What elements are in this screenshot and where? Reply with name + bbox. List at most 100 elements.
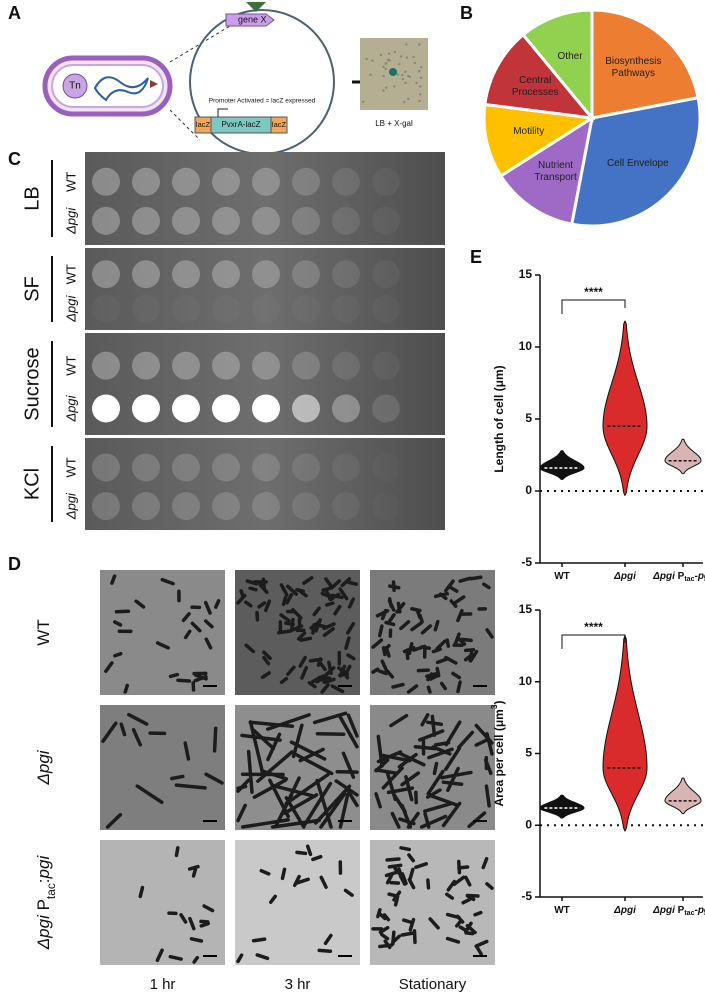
bacterium — [456, 608, 464, 623]
bacterium — [341, 751, 356, 779]
bacterium — [420, 624, 433, 635]
bacterium — [286, 665, 296, 676]
pie-label: Cell Envelope — [606, 157, 669, 169]
spot — [252, 167, 280, 196]
bacterium — [236, 593, 247, 605]
colony — [418, 70, 421, 73]
bacterium — [374, 758, 390, 773]
bacterium — [320, 682, 330, 694]
plate-photo — [85, 152, 445, 245]
bacterium — [319, 791, 347, 829]
spot — [132, 206, 160, 235]
bacterium — [408, 867, 415, 881]
bacterium — [270, 818, 321, 829]
medium-label: SF — [21, 276, 43, 302]
colony — [418, 99, 421, 103]
construct-label: PvxrA-lacZ — [221, 120, 260, 129]
bacterium — [483, 758, 493, 776]
bacterium — [330, 684, 345, 694]
y-axis-title-part: 3 — [489, 704, 499, 709]
bacterium — [280, 867, 287, 881]
colony — [396, 73, 399, 76]
bacterium — [298, 655, 307, 668]
bacterium — [285, 584, 299, 596]
bacterium — [322, 622, 336, 631]
colony — [365, 57, 368, 61]
bacterium — [460, 637, 473, 643]
bacterium — [322, 627, 335, 638]
bacterium — [402, 645, 416, 654]
bacterium — [380, 659, 389, 673]
bacterium — [236, 778, 251, 793]
bacterium — [181, 612, 191, 623]
violin — [664, 777, 702, 815]
colony — [408, 75, 412, 79]
row-label-part: tac — [44, 883, 58, 899]
bacterium — [405, 650, 410, 661]
bacterium — [381, 766, 404, 790]
panel-letter: D — [8, 554, 21, 574]
bacterium — [252, 778, 288, 799]
bacterium — [299, 636, 313, 642]
spot — [92, 351, 120, 380]
row-label: Δpgi — [34, 749, 53, 785]
strain-label: WT — [63, 172, 78, 192]
colony — [384, 62, 387, 65]
pie-slice — [570, 96, 702, 228]
bacterium — [264, 599, 272, 613]
bacterium — [408, 917, 416, 932]
bacterium — [248, 720, 265, 776]
pie-label: Other — [557, 51, 583, 63]
spot — [92, 492, 120, 521]
bacterium — [371, 667, 380, 674]
bacterium — [392, 890, 402, 902]
micrograph — [235, 705, 360, 830]
bacterium — [260, 671, 271, 680]
colony — [419, 85, 422, 88]
bacterium — [262, 650, 272, 661]
bacterium — [340, 577, 352, 588]
spot — [372, 394, 400, 423]
bacterium — [444, 720, 462, 747]
colony — [361, 100, 365, 103]
y-tick-label: 0 — [525, 817, 532, 831]
bacterium — [463, 648, 476, 653]
y-axis-title: Length of cell (μm) — [492, 365, 506, 472]
bacterium — [281, 595, 288, 607]
colony — [399, 55, 403, 58]
bacterium — [432, 761, 439, 776]
bacterium — [387, 863, 403, 869]
x-tick-label: Δpgi — [613, 571, 636, 582]
bacterium — [456, 730, 475, 750]
bacterium — [295, 588, 305, 593]
spot — [172, 394, 200, 423]
bacterium — [187, 864, 200, 871]
bacterium — [458, 576, 472, 583]
bacterium — [446, 766, 460, 793]
bacterium — [441, 801, 462, 828]
x-tick-label-part: WT — [554, 571, 570, 582]
colony — [415, 81, 418, 85]
spot — [132, 294, 160, 323]
bacterium — [101, 721, 118, 743]
bacterium — [214, 599, 221, 609]
promoter-arrow — [217, 108, 228, 117]
zoom-line — [169, 109, 201, 141]
gene-label: gene X — [238, 14, 267, 24]
bacterium — [138, 885, 145, 899]
medium-label: LB — [21, 186, 43, 210]
bacterium — [391, 682, 405, 689]
spot — [92, 167, 120, 196]
spot — [92, 394, 120, 423]
bacterium — [283, 793, 319, 815]
spot — [332, 394, 360, 423]
bacterium — [193, 674, 208, 683]
bacterium — [431, 745, 452, 756]
colony — [393, 50, 397, 54]
bacterium — [202, 904, 215, 913]
colony — [386, 58, 390, 61]
spot — [212, 167, 240, 196]
spot — [292, 492, 320, 521]
bacterium — [325, 601, 335, 607]
